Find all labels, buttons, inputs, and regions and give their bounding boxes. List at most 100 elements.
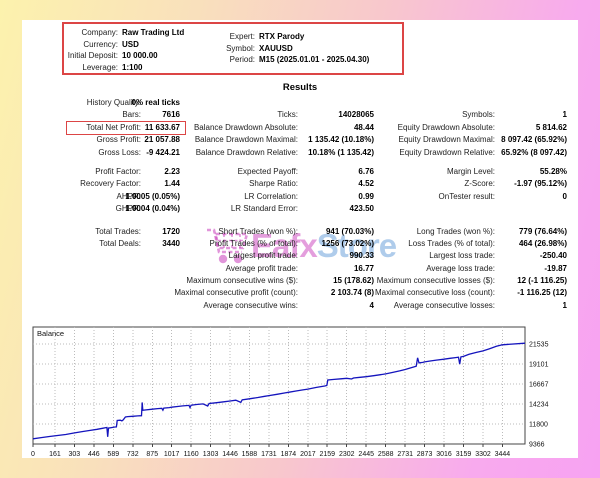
stat-value: 55.28% <box>539 166 567 176</box>
stat-label: Sharpe Ratio: <box>249 179 298 189</box>
stat-value: -19.87 <box>544 263 567 273</box>
stat-value: 2.23 <box>164 166 180 176</box>
svg-text:2159: 2159 <box>319 451 335 458</box>
table-row: AHPR: 1.0005 (0.05%) LR Correlation: 0.99 On… <box>22 191 578 203</box>
stat-value: 990.33 <box>349 251 374 261</box>
stat-value: 21 057.88 <box>144 135 180 145</box>
results-heading: Results <box>282 82 318 93</box>
stat-value: 423.50 <box>349 204 374 214</box>
table-row: Maximum consecutive wins ($): 15 (178.62)… <box>22 275 578 287</box>
svg-text:446: 446 <box>88 451 100 458</box>
table-row: Gross Profit: 21 057.88 Balance Drawdown M… <box>22 134 578 146</box>
stat-label: Equity Drawdown Relative: <box>399 147 495 157</box>
stat-value: 1.44 <box>164 179 180 189</box>
stat-label: GHPR: <box>115 204 141 214</box>
svg-text:2731: 2731 <box>397 451 413 458</box>
stat-value: 1.0004 (0.04%) <box>125 204 180 214</box>
svg-text:2445: 2445 <box>358 451 374 458</box>
stat-value: 5 814.62 <box>535 122 567 132</box>
account-field-value: 10 000.00 <box>122 51 158 61</box>
stat-value: 0 <box>562 191 567 201</box>
stat-value: 3440 <box>162 238 180 248</box>
svg-text:1017: 1017 <box>164 451 180 458</box>
svg-text:589: 589 <box>107 451 119 458</box>
svg-text:0: 0 <box>31 451 35 458</box>
stat-label: Maximum consecutive wins ($): <box>186 276 298 286</box>
account-field-row: Leverage: 1:100 <box>66 62 184 74</box>
stat-label: Largest profit trade: <box>228 251 298 261</box>
account-info-box: Company: Raw Trading Ltd Currency: USD Initi… <box>62 22 404 75</box>
stat-label: Total Net Profit: <box>86 122 141 132</box>
svg-text:11800: 11800 <box>529 421 548 428</box>
stat-label: Average profit trade: <box>225 263 298 273</box>
stat-value: 941 (70.03%) <box>325 226 374 236</box>
stat-value: 0% real ticks <box>131 98 180 107</box>
table-row: Total Net Profit: 11 633.67 Balance Drawdo… <box>22 122 578 134</box>
stat-value: 1 135.42 (10.18%) <box>308 135 374 145</box>
stat-value: 1 <box>562 300 567 310</box>
account-field-row: Expert: RTX Parody <box>215 31 369 43</box>
svg-text:2017: 2017 <box>300 451 316 458</box>
table-row: Recovery Factor: 1.44 Sharpe Ratio: 4.52 Z-S… <box>22 178 578 190</box>
stat-label: Balance Drawdown Relative: <box>195 147 298 157</box>
account-field-label: Currency: <box>83 39 118 49</box>
svg-text:14234: 14234 <box>529 401 549 408</box>
stat-label: Average consecutive losses: <box>393 300 495 310</box>
stat-label: Average loss trade: <box>426 263 495 273</box>
stat-label: LR Standard Error: <box>230 204 298 214</box>
stat-label: Bars: <box>122 110 141 120</box>
account-field-label: Leverage: <box>82 63 118 73</box>
svg-text:1303: 1303 <box>203 451 219 458</box>
svg-text:3302: 3302 <box>475 451 491 458</box>
account-field-label: Period: <box>229 55 255 65</box>
table-row: GHPR: 1.0004 (0.04%) LR Standard Error: 423… <box>22 203 578 215</box>
table-row: Average consecutive wins: 4 Average consec… <box>22 300 578 312</box>
table-row: Total Trades: 1720 Short Trades (won %): 94… <box>22 226 578 238</box>
svg-text:1588: 1588 <box>242 451 258 458</box>
balance-chart-svg: 9366 11800 14234 16667 19101 21535 0 161 303 446 5… <box>31 326 549 458</box>
account-field-value: Raw Trading Ltd <box>122 28 185 38</box>
stat-label: Z-Score: <box>464 179 495 189</box>
stat-value: 4 <box>369 300 374 310</box>
stat-label: Gross Loss: <box>98 147 141 157</box>
stat-label: Profit Factor: <box>95 166 141 176</box>
table-gap <box>22 159 578 166</box>
svg-text:1160: 1160 <box>184 451 199 458</box>
svg-text:1731: 1731 <box>261 451 277 458</box>
stat-value: 65.92% (8 097.42) <box>501 147 567 157</box>
stat-label: OnTester result: <box>438 191 495 201</box>
table-row: Bars: 7616 Ticks: 14028065 Symbols: 1 <box>22 109 578 121</box>
account-field-value: M15 (2025.01.01 - 2025.04.30) <box>259 55 370 65</box>
stat-value: 1 <box>562 110 567 120</box>
report-sheet: Company: Raw Trading Ltd Currency: USD Initi… <box>22 20 578 458</box>
stat-label: Maximal consecutive loss (count): <box>374 288 495 298</box>
stat-value: 16.77 <box>353 263 374 273</box>
svg-text:19101: 19101 <box>529 362 549 369</box>
stat-value: 11 633.67 <box>144 122 180 132</box>
svg-text:Balance: Balance <box>37 329 64 338</box>
account-field-value: RTX Parody <box>259 32 305 42</box>
stat-label: History Quality: <box>86 98 141 107</box>
svg-text:875: 875 <box>146 451 158 458</box>
stat-label: Recovery Factor: <box>80 179 141 189</box>
stat-label: Short Trades (won %): <box>218 226 298 236</box>
table-row: Largest profit trade: 990.33 Largest loss … <box>22 250 578 262</box>
stat-value: 12 (-1 116.25) <box>517 276 567 286</box>
stat-label: LR Correlation: <box>244 191 298 201</box>
statistics-table: History Quality: 0% real ticks Bars: 7616 Ti… <box>22 97 578 312</box>
table-row: Maximal consecutive profit (count): 2 103… <box>22 287 578 299</box>
stat-value: -1 116.25 (12) <box>517 288 567 298</box>
svg-text:16667: 16667 <box>529 382 549 389</box>
stat-label: Expected Payoff: <box>237 166 298 176</box>
table-row: Total Deals: 3440 Profit Trades (% of tota… <box>22 238 578 250</box>
account-field-row: Initial Deposit: 10 000.00 <box>66 50 184 62</box>
svg-text:732: 732 <box>127 451 139 458</box>
svg-text:303: 303 <box>68 451 80 458</box>
stat-label: Gross Profit: <box>96 135 141 145</box>
svg-text:2588: 2588 <box>378 451 394 458</box>
stat-label: Equity Drawdown Absolute: <box>397 122 495 132</box>
account-field-label: Expert: <box>229 32 255 42</box>
svg-text:3159: 3159 <box>456 451 472 458</box>
account-field-value: USD <box>122 39 139 49</box>
